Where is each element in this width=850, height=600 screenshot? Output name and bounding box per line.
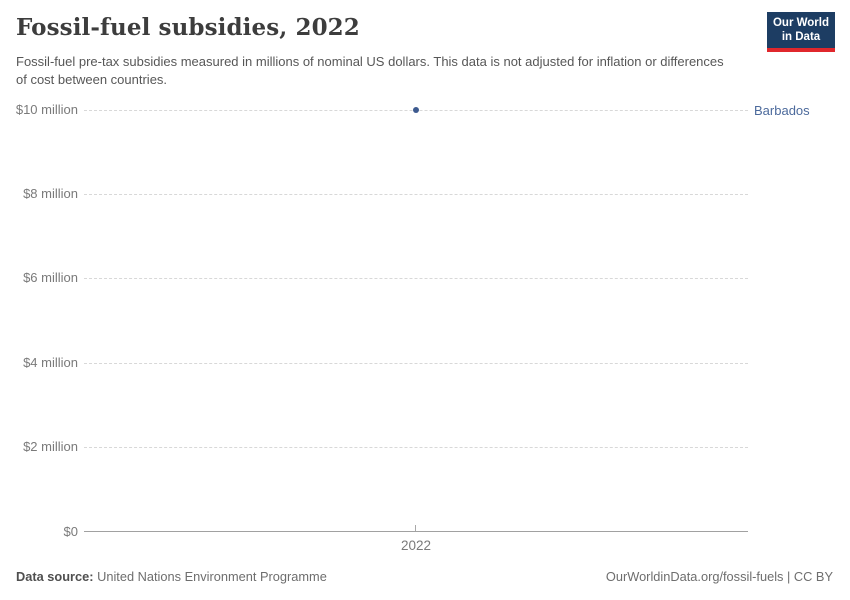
y-axis-label-10m: $10 million <box>15 102 78 117</box>
chart-subtitle: Fossil-fuel pre-tax subsidies measured i… <box>16 54 724 87</box>
gridline <box>84 363 748 364</box>
y-axis-label-4m: $4 million <box>23 355 78 370</box>
owid-logo-line1: Our World <box>772 17 829 29</box>
gridline <box>84 194 748 195</box>
owid-logo-line2: in Data <box>781 31 821 43</box>
entity-label-barbados[interactable]: Barbados <box>754 103 810 118</box>
y-axis-label-6m: $6 million <box>23 270 78 285</box>
attribution-link[interactable]: OurWorldinData.org/fossil-fuels | CC BY <box>605 569 833 584</box>
y-axis-label-0: $0 <box>63 524 78 539</box>
page-title: Fossil-fuel subsidies, 2022 <box>16 14 360 41</box>
y-axis-label-8m: $8 million <box>23 186 78 201</box>
data-source-value: United Nations Environment Programme <box>93 569 327 584</box>
data-point-barbados[interactable] <box>413 107 419 113</box>
data-source-note: Data source: United Nations Environment … <box>16 569 327 584</box>
x-axis-tick <box>415 525 416 531</box>
data-source-label: Data source: <box>16 569 94 584</box>
gridline <box>84 447 748 448</box>
y-axis-label-2m: $2 million <box>23 439 78 454</box>
owid-logo: Our World in Data <box>767 12 835 52</box>
gridline <box>84 278 748 279</box>
x-axis-label-2022: 2022 <box>400 538 432 553</box>
x-axis-line <box>84 531 748 532</box>
